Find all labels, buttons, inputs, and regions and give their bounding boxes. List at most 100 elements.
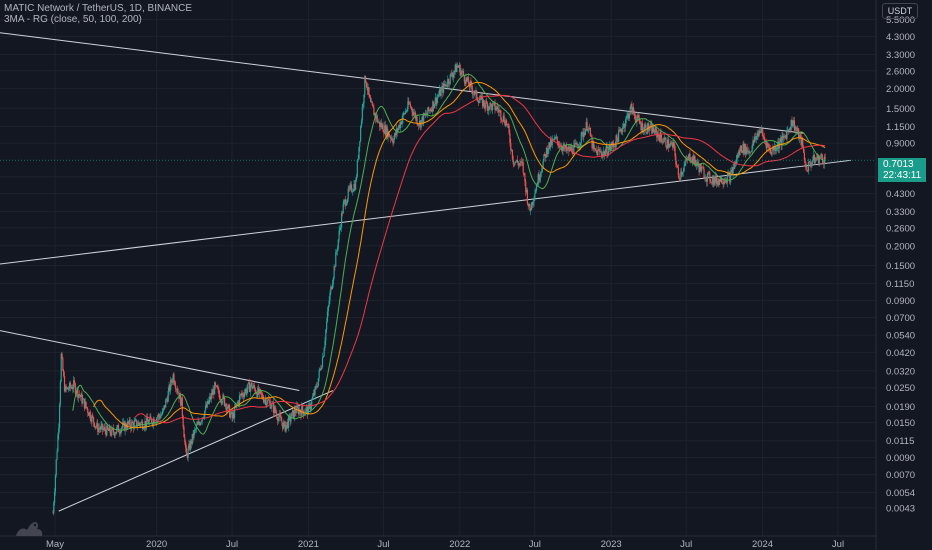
candle-body bbox=[122, 422, 124, 428]
candle-body bbox=[805, 166, 807, 168]
candle-body bbox=[728, 173, 730, 175]
candle-body bbox=[677, 167, 679, 176]
candle-body bbox=[386, 126, 388, 138]
candle-body bbox=[264, 399, 266, 401]
candle-body bbox=[246, 389, 248, 394]
candle-body bbox=[417, 124, 419, 125]
candle-body bbox=[522, 162, 524, 173]
candle-body bbox=[735, 159, 737, 164]
y-tick-label: 0.0900 bbox=[886, 296, 915, 307]
candle-body bbox=[790, 119, 792, 131]
candle-body bbox=[755, 136, 757, 140]
candle-body bbox=[749, 151, 752, 153]
candle-body bbox=[364, 75, 366, 95]
tradingview-logo-icon[interactable] bbox=[14, 518, 46, 538]
candle-body bbox=[415, 116, 417, 119]
candle-body bbox=[391, 137, 393, 142]
candle-body bbox=[401, 118, 403, 125]
time-axis[interactable]: May 2020 Jul 2021 Jul 2022 Jul 2023 Jul 2024 Jul bbox=[46, 539, 844, 550]
candle-body bbox=[346, 198, 348, 204]
candle-body bbox=[652, 126, 655, 132]
candle-body bbox=[739, 145, 742, 152]
candle-body bbox=[489, 102, 491, 110]
candle-body bbox=[608, 148, 610, 155]
candle-body bbox=[510, 143, 512, 151]
candle-body bbox=[600, 151, 602, 155]
candle-body bbox=[150, 416, 152, 419]
candle-body bbox=[85, 401, 87, 407]
candle-body bbox=[73, 380, 76, 384]
candle-body bbox=[579, 142, 582, 146]
candle-body bbox=[605, 146, 607, 152]
candle-body bbox=[57, 434, 59, 452]
candle-body bbox=[477, 98, 479, 101]
candle-body bbox=[98, 427, 100, 429]
candle-body bbox=[270, 407, 272, 409]
candle-body bbox=[433, 101, 435, 109]
candle-body bbox=[808, 161, 810, 163]
candle-body bbox=[690, 159, 692, 162]
indicator-title[interactable]: 3MA - RG (close, 50, 100, 200) bbox=[4, 14, 142, 25]
candle-body bbox=[248, 382, 251, 392]
candle-body bbox=[551, 139, 553, 146]
candle-body bbox=[340, 227, 342, 229]
candle-body bbox=[324, 340, 326, 349]
candle-body bbox=[617, 138, 619, 143]
moving-average-line bbox=[134, 94, 826, 424]
currency-button[interactable]: USDT bbox=[882, 3, 918, 19]
candle-body bbox=[654, 127, 656, 134]
candle-body bbox=[737, 155, 739, 158]
candle-body bbox=[498, 110, 500, 112]
candle-body bbox=[54, 475, 57, 492]
candle-body bbox=[162, 408, 164, 412]
candle-body bbox=[351, 191, 353, 193]
candle-body bbox=[398, 124, 400, 129]
candle-body bbox=[768, 144, 770, 149]
candle-body bbox=[779, 138, 781, 142]
candle-body bbox=[61, 353, 63, 359]
candle-body bbox=[245, 389, 247, 394]
candle-body bbox=[220, 400, 222, 403]
candle-body bbox=[307, 405, 309, 415]
candle-body bbox=[395, 128, 397, 136]
candle-body bbox=[283, 421, 285, 423]
candle-body bbox=[77, 388, 79, 398]
candle-body bbox=[754, 136, 757, 140]
candle-body bbox=[698, 165, 700, 173]
candle-body bbox=[763, 137, 766, 141]
candle-body bbox=[221, 402, 223, 404]
candle-body bbox=[96, 423, 98, 427]
candle-body bbox=[472, 93, 475, 95]
candle-body bbox=[250, 382, 252, 386]
candle-body bbox=[623, 123, 626, 128]
candle-body bbox=[817, 154, 820, 164]
candle-body bbox=[668, 146, 670, 148]
candle-body bbox=[754, 136, 756, 143]
candle-body bbox=[137, 422, 139, 426]
candle-body bbox=[166, 399, 168, 402]
symbol-title[interactable]: MATIC Network / TetherUS, 1D, BINANCE bbox=[4, 3, 193, 14]
price-axis[interactable]: 5.5000 4.3000 3.3000 2.6000 2.0000 1.5000 1.15… bbox=[886, 15, 915, 514]
candle-body bbox=[519, 163, 521, 165]
candle-body bbox=[352, 190, 354, 192]
candle-body bbox=[183, 427, 185, 438]
candle-body bbox=[823, 156, 825, 164]
candle-body bbox=[584, 132, 586, 136]
candle-body bbox=[631, 103, 633, 114]
candle-body bbox=[478, 100, 480, 103]
candle-body bbox=[53, 502, 55, 513]
candle-body bbox=[547, 149, 549, 155]
candle-body bbox=[160, 414, 163, 416]
candle-body bbox=[762, 132, 764, 137]
candle-body bbox=[182, 415, 184, 428]
candle-body bbox=[613, 145, 616, 147]
candle-body bbox=[114, 433, 116, 436]
candle-body bbox=[644, 124, 646, 127]
candle-body bbox=[95, 426, 97, 428]
candle-body bbox=[676, 164, 678, 166]
y-tick-label: 2.0000 bbox=[886, 84, 915, 95]
candle-body bbox=[396, 128, 398, 132]
candle-body bbox=[378, 121, 380, 123]
